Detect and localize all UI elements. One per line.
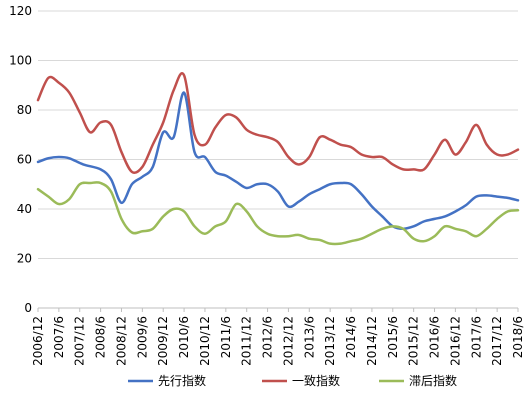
x-tick-label: 2012/12 [281,316,295,366]
x-tick-label: 2011/6 [219,316,233,358]
x-tick-label: 2007/6 [52,316,66,358]
legend-label: 一致指数 [292,373,340,388]
y-tick-label: 80 [17,103,32,117]
x-tick-label: 2006/12 [31,316,45,366]
x-tick-label: 2013/12 [323,316,337,366]
x-tick-label: 2015/12 [407,316,421,366]
series-line-0 [36,91,520,231]
y-tick-label: 120 [9,4,32,18]
x-tick-label: 2008/6 [94,316,108,358]
y-tick-label: 60 [17,153,32,167]
legend: 先行指数 一致指数 滞后指数 [128,373,457,388]
x-tick-label: 2014/6 [344,316,358,358]
y-tick-label: 0 [24,301,32,315]
y-axis-ticks: 0 20 40 60 80 100 120 [9,4,32,315]
x-tick-label: 2016/6 [428,316,442,358]
x-tick-label: 2010/12 [198,316,212,366]
y-tick-label: 100 [9,54,32,68]
x-tick-label: 2009/6 [135,316,149,358]
legend-label: 滞后指数 [409,373,457,388]
series-lines [36,72,520,246]
x-tick-label: 2011/12 [240,316,254,366]
x-tick-label: 2010/6 [177,316,191,358]
x-tick-label: 2018/6 [511,316,525,358]
x-tick-label: 2007/12 [73,316,87,366]
series-line-1 [36,72,520,175]
series-line-2 [36,181,520,246]
x-tick-label: 2017/6 [469,316,483,358]
x-tick-label: 2013/6 [302,316,316,358]
x-tick-label: 2014/12 [365,316,379,366]
y-tick-label: 20 [17,252,32,266]
x-tick-label: 2009/12 [156,316,170,366]
gridlines [38,10,518,309]
x-axis-ticks: 2006/12 2007/6 2007/12 2008/6 2008/12 2009/6 2… [31,308,525,366]
x-tick-label: 2015/6 [386,316,400,358]
x-tick-label: 2012/6 [261,316,275,358]
y-tick-label: 40 [17,202,32,216]
x-tick-label: 2017/12 [490,316,504,366]
legend-label: 先行指数 [158,373,206,388]
x-tick-label: 2008/12 [114,316,128,366]
x-tick-label: 2016/12 [448,316,462,366]
